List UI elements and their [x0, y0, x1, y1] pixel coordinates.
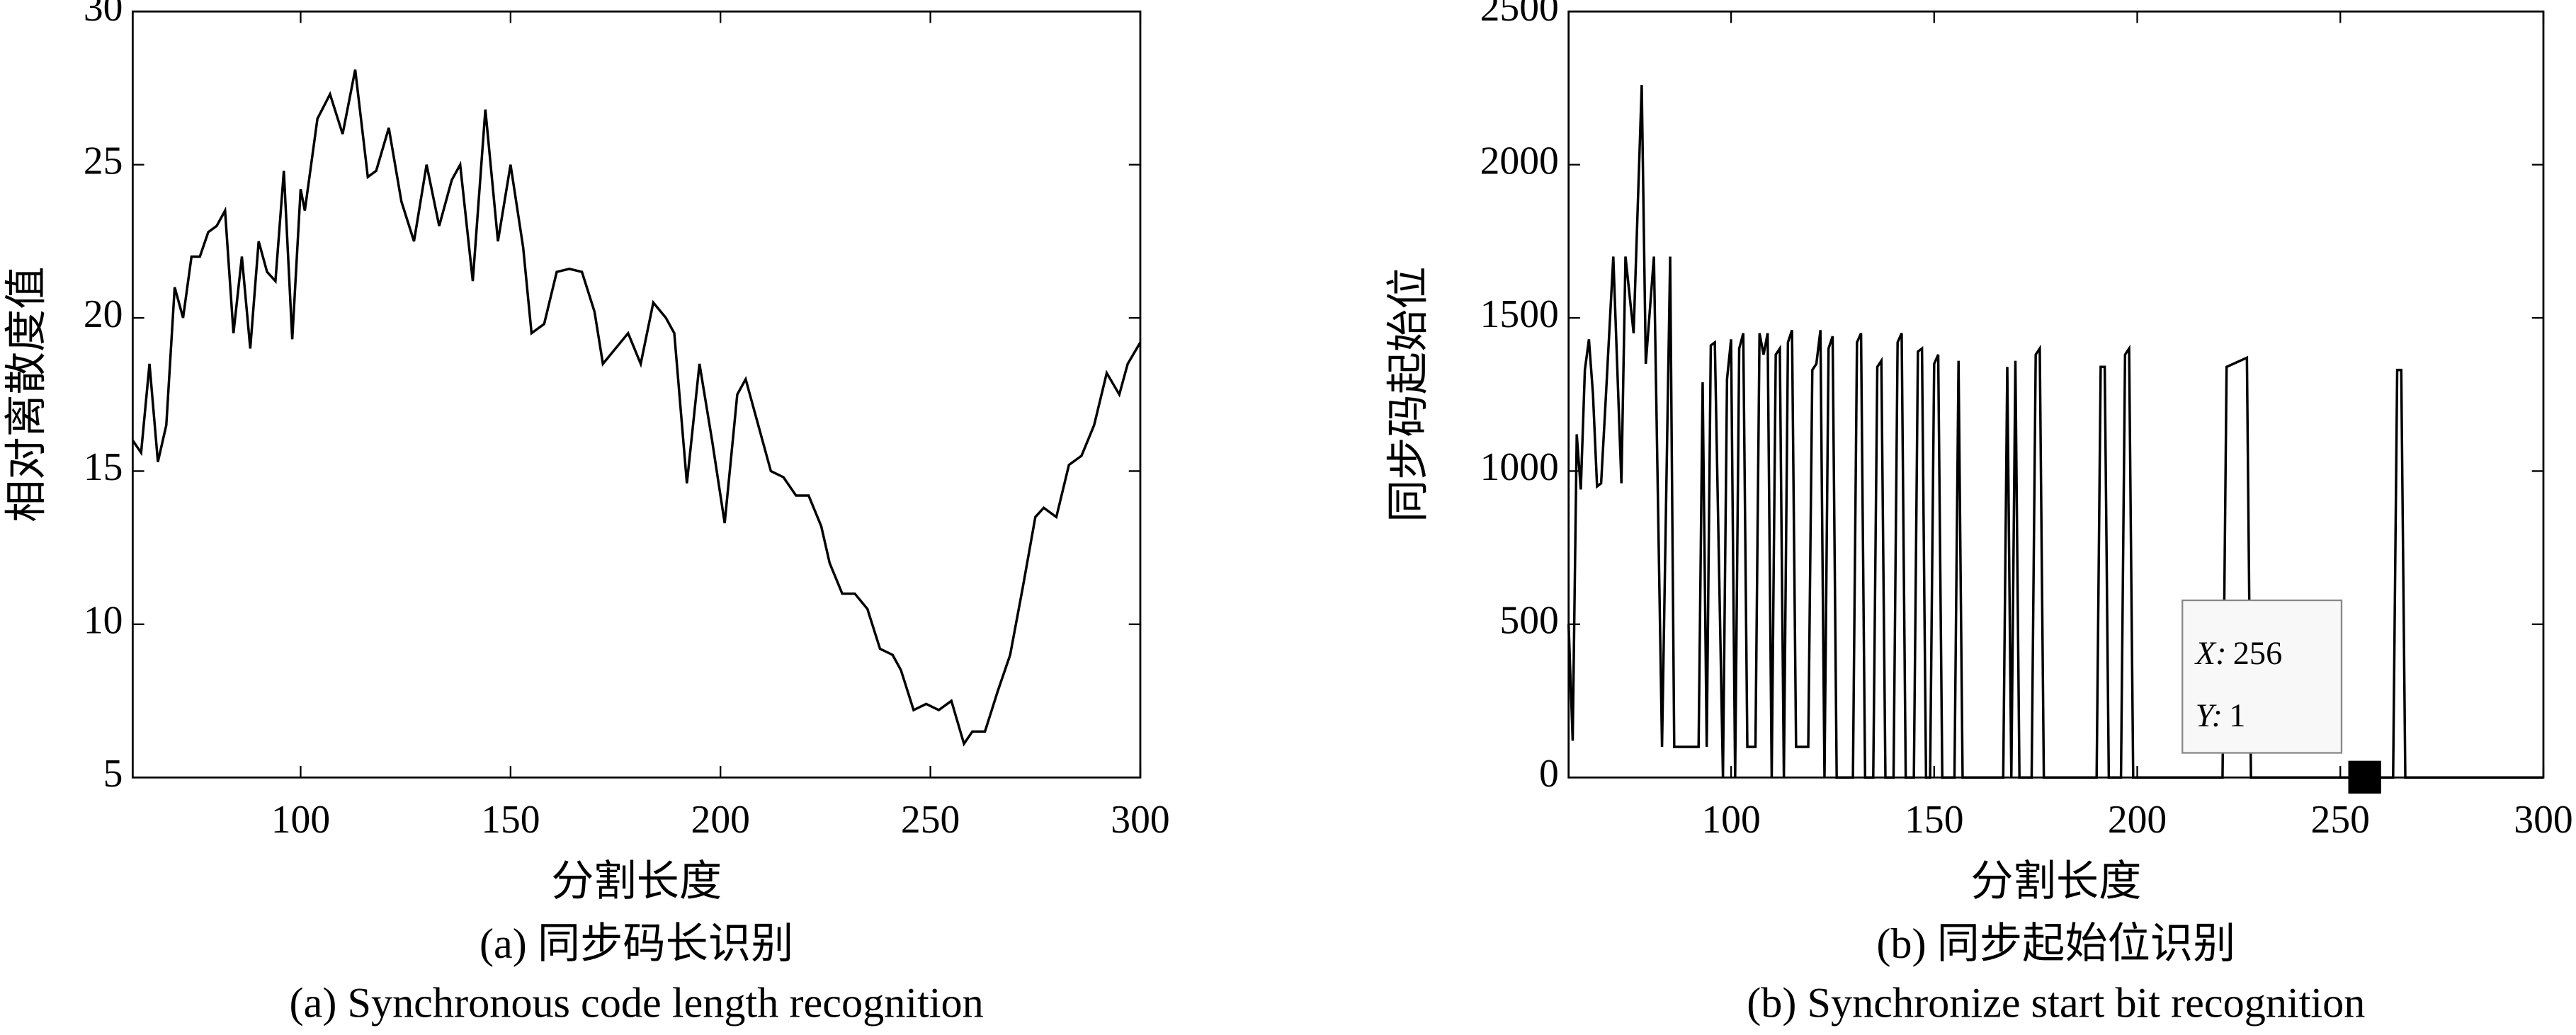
y-tick-label: 25	[84, 139, 123, 183]
caption-en: (b) Synchronize start bit recognition	[1747, 979, 2365, 1027]
y-axis-label: 相对离散度值	[4, 267, 51, 522]
datatip-y: Y: 1	[2196, 697, 2246, 733]
x-tick-label: 250	[901, 798, 960, 842]
x-tick-label: 200	[2108, 798, 2167, 842]
y-tick-label: 1000	[1480, 445, 1559, 489]
x-tick-label: 100	[271, 798, 330, 842]
y-tick-label: 20	[84, 292, 123, 336]
x-tick-label: 300	[2514, 798, 2572, 842]
data-line	[1567, 85, 2543, 779]
y-tick-label: 10	[84, 599, 123, 643]
y-tick-label: 2500	[1480, 0, 1559, 30]
caption-cn: (b) 同步起始位识别	[1876, 920, 2235, 968]
datatip-x-label: X:	[2194, 635, 2227, 671]
x-tick-label: 100	[1701, 798, 1760, 842]
datatip-x: X: 256	[2194, 635, 2283, 671]
y-tick-label: 0	[1539, 752, 1559, 796]
chart: 5 10 15 20 25 30 100 150 200 250 300 分割长度 相对离散度值 (a) …	[4, 0, 1170, 1027]
caption-en: (a) Synchronous code length recognition	[290, 979, 984, 1027]
y-tick-label: 30	[84, 0, 123, 30]
plot-frame	[131, 10, 1142, 779]
datatip-y-label: Y:	[2196, 697, 2223, 733]
y-axis-label: 同步码起始位	[1385, 267, 1432, 522]
chart: 0 500 1000 1500 2000 2500 100 150 200 250 300 分割长度 同…	[1385, 0, 2572, 1027]
x-tick-label: 150	[481, 798, 540, 842]
x-tick-label: 250	[2311, 798, 2370, 842]
x-axis-label: 分割长度	[551, 858, 722, 905]
datatip-marker	[2348, 760, 2381, 794]
datatip-x-value: 256	[2233, 635, 2282, 671]
y-tick-label: 2000	[1480, 139, 1559, 183]
x-axis-label: 分割长度	[1970, 858, 2141, 905]
x-tick-label: 150	[1905, 798, 1963, 842]
x-tick-label: 200	[691, 798, 750, 842]
y-tick-label: 5	[103, 752, 123, 796]
y-tick-label: 15	[84, 445, 123, 489]
y-tick-label: 500	[1499, 599, 1558, 643]
caption-cn: (a) 同步码长识别	[480, 920, 793, 968]
y-tick-label: 1500	[1480, 292, 1559, 336]
data-line	[131, 69, 1142, 747]
datatip-y-value: 1	[2229, 697, 2245, 733]
datatip-box	[2181, 599, 2343, 754]
x-tick-label: 300	[1111, 798, 1169, 842]
